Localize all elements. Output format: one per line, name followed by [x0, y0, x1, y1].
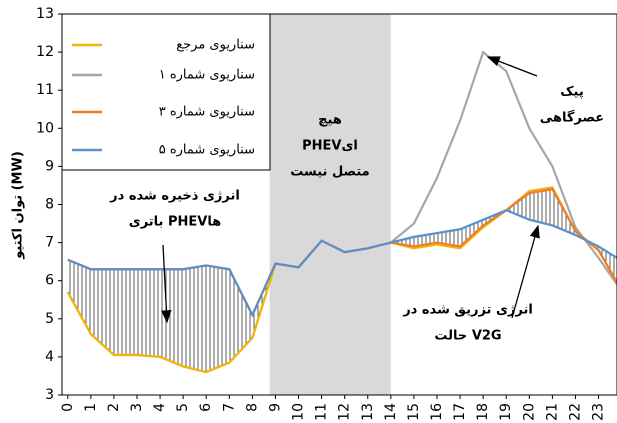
legend-box: [61, 13, 271, 171]
series-line: [67, 209, 617, 318]
y-tick-label: 9: [45, 158, 54, 174]
y-tick-label: 5: [45, 311, 54, 327]
x-tick-label: 2: [106, 403, 122, 412]
y-tick-label: 12: [36, 44, 54, 60]
plot-frame: [61, 13, 617, 396]
x-tick-label: 14: [383, 403, 399, 421]
legend-label: سناریوی شماره ۱: [159, 68, 255, 83]
x-tick-label: 8: [244, 403, 260, 412]
x-tick-label: 23: [591, 403, 607, 421]
x-tick-label: 5: [175, 403, 191, 412]
x-tick-label: 9: [267, 403, 283, 412]
annotation: پیک: [560, 85, 584, 100]
x-tick-label: 10: [291, 403, 307, 421]
y-axis-label: توان اکتیو (MW): [11, 151, 26, 260]
hatched-area: [67, 259, 276, 373]
y-tick-label: 13: [36, 6, 54, 22]
x-tick-label: 12: [337, 403, 353, 421]
annotation: حالت V2G: [434, 329, 501, 344]
y-tick-label: 6: [45, 273, 54, 289]
annotation: هیچ: [318, 113, 342, 128]
x-tick-label: 3: [129, 403, 145, 412]
annotation: عصرگاهی: [540, 110, 604, 126]
x-tick-label: 0: [60, 403, 76, 412]
x-tick-label: 22: [567, 403, 583, 421]
x-tick-label: 20: [521, 403, 537, 421]
y-tick-label: 11: [36, 82, 54, 98]
arrow: [161, 244, 172, 324]
y-tick-label: 4: [45, 349, 54, 365]
y-tick-label: 3: [45, 387, 54, 403]
x-tick-label: 7: [221, 403, 237, 412]
legend-label: سناریوی شماره ۳: [159, 105, 255, 120]
legend-label: سناریوی شماره ۵: [159, 143, 255, 158]
y-tick-label: 7: [45, 235, 54, 251]
x-tick-label: 18: [475, 403, 491, 421]
x-tick-label: 1: [83, 403, 99, 412]
annotation: متصل نیست: [290, 165, 369, 180]
y-tick-label: 8: [45, 197, 54, 213]
x-tick-label: 11: [314, 403, 330, 421]
x-tick-label: 17: [452, 403, 468, 421]
hatched-area: [506, 187, 617, 283]
x-tick-label: 19: [498, 403, 514, 421]
legend-label: سناریوی مرجع: [176, 38, 255, 53]
x-tick-label: 6: [198, 403, 214, 412]
shaded-region: [269, 14, 391, 395]
annotation: انرژی تزریق شده در: [402, 303, 533, 318]
arrow: [486, 56, 538, 77]
x-tick-label: 16: [429, 403, 445, 421]
annotation: انرژی ذخیره شده در: [109, 189, 240, 204]
arrow: [511, 224, 540, 319]
annotation: باتری PHEVها: [129, 215, 221, 230]
x-tick-label: 21: [544, 403, 560, 421]
x-tick-label: 4: [152, 403, 168, 412]
x-tick-label: 15: [406, 403, 422, 421]
hatched-area: [390, 210, 507, 249]
annotation: PHEVای: [302, 139, 358, 154]
y-tick-label: 10: [36, 120, 54, 136]
x-tick-label: 13: [360, 403, 376, 421]
